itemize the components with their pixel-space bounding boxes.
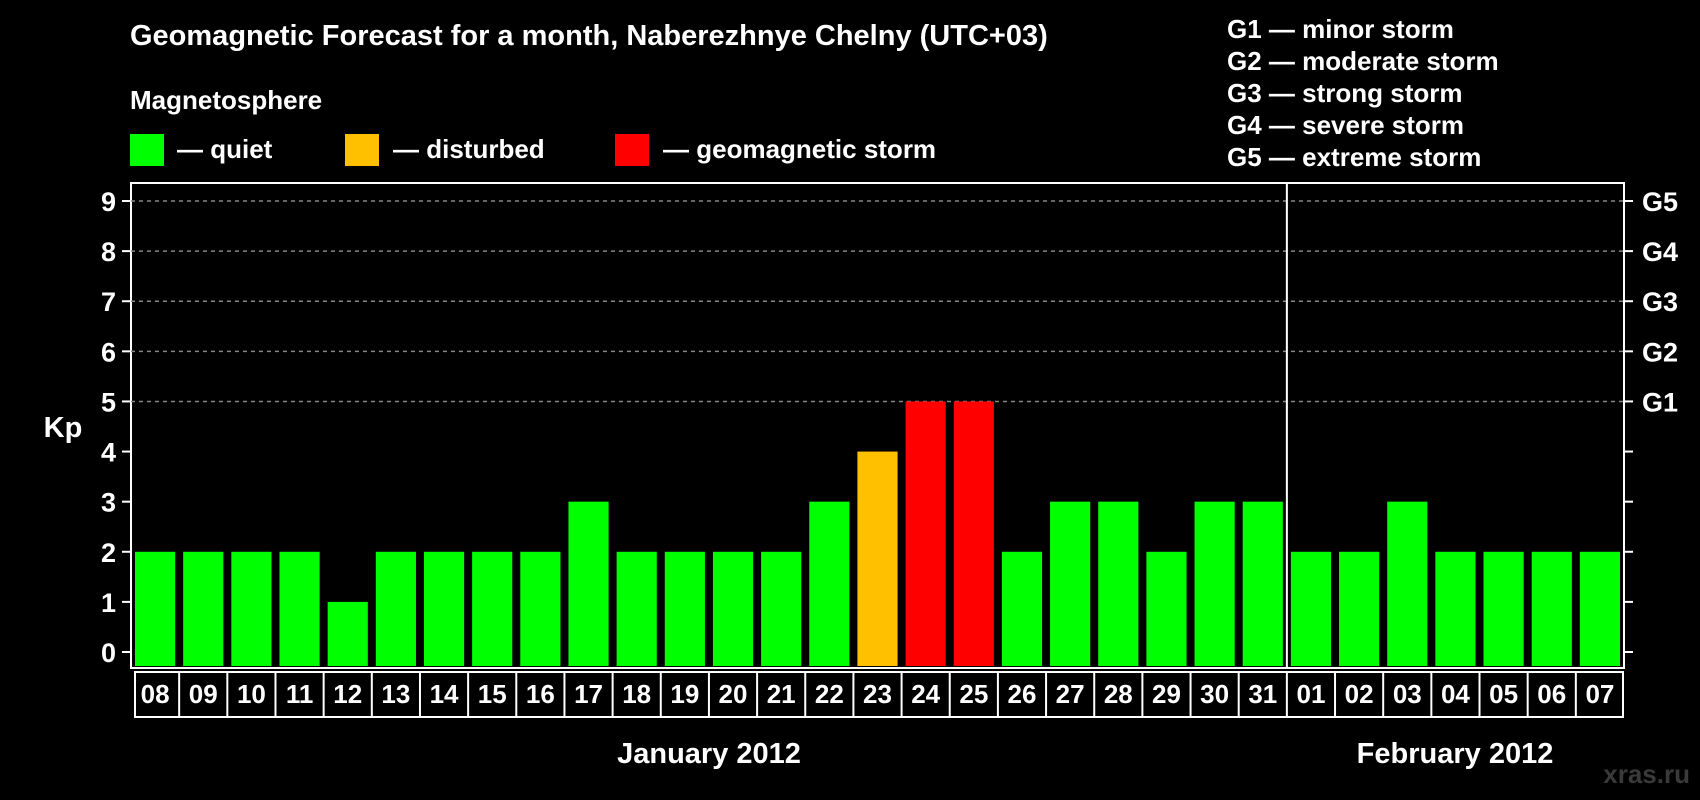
x-tick-label: 16: [526, 679, 555, 709]
y-tick-label: 2: [101, 538, 116, 568]
x-tick-label: 22: [815, 679, 844, 709]
bar: [1387, 501, 1428, 666]
legend-heading: Magnetosphere: [130, 85, 323, 115]
chart-title: Geomagnetic Forecast for a month, Nabere…: [130, 20, 1048, 52]
legend-label-storm: — geomagnetic storm: [663, 134, 937, 164]
bar: [231, 551, 272, 666]
bar: [616, 551, 657, 666]
x-tick-label: 23: [863, 679, 892, 709]
x-tick-label: 04: [1441, 679, 1470, 709]
x-tick-label: 13: [381, 679, 410, 709]
x-tick-label: 02: [1345, 679, 1374, 709]
x-tick-label: 14: [430, 679, 459, 709]
bar: [857, 451, 898, 666]
legend-swatch-storm: [615, 134, 649, 166]
legend-swatch-quiet: [130, 134, 164, 166]
storm-scale-g2: G2 — moderate storm: [1227, 46, 1499, 76]
bar: [1098, 501, 1139, 666]
x-tick-label: 27: [1056, 679, 1085, 709]
bar: [1531, 551, 1572, 666]
bar: [568, 501, 609, 666]
y-tick-label: 0: [101, 638, 116, 668]
bar: [183, 551, 224, 666]
x-tick-label: 15: [478, 679, 507, 709]
y-tick-label: 3: [101, 488, 116, 518]
x-tick-label: 07: [1585, 679, 1614, 709]
x-tick-label: 08: [141, 679, 170, 709]
x-tick-label: 17: [574, 679, 603, 709]
x-tick-label: 28: [1104, 679, 1133, 709]
bar: [1290, 551, 1332, 666]
right-axis-label: G3: [1642, 287, 1678, 317]
bar: [1579, 551, 1620, 666]
bar: [1050, 501, 1091, 666]
bar: [1435, 551, 1476, 666]
bar: [761, 551, 802, 666]
y-tick-label: 5: [101, 387, 116, 417]
x-tick-label: 19: [670, 679, 699, 709]
x-tick-label: 09: [189, 679, 218, 709]
bar: [1242, 501, 1283, 666]
bar: [1001, 551, 1043, 666]
x-tick-label: 05: [1489, 679, 1518, 709]
storm-scale-g3: G3 — strong storm: [1227, 78, 1463, 108]
legend-swatch-disturbed: [345, 134, 379, 166]
bar: [1146, 551, 1187, 666]
bar: [472, 551, 513, 666]
bar: [375, 551, 416, 666]
bar: [712, 551, 754, 666]
y-tick-label: 1: [101, 588, 116, 618]
storm-scale-g5: G5 — extreme storm: [1227, 142, 1482, 172]
x-tick-label: 26: [1008, 679, 1037, 709]
x-tick-label: 10: [237, 679, 266, 709]
bar: [1194, 501, 1235, 666]
right-axis-label: G4: [1642, 237, 1678, 267]
y-tick-label: 8: [101, 237, 116, 267]
legend-label-disturbed: — disturbed: [393, 134, 545, 164]
x-tick-label: 25: [959, 679, 988, 709]
x-tick-label: 18: [622, 679, 651, 709]
x-tick-label: 01: [1296, 679, 1325, 709]
x-tick-label: 11: [286, 679, 314, 709]
bar: [664, 551, 705, 666]
bar: [1339, 551, 1380, 666]
right-axis-label: G2: [1642, 337, 1678, 367]
y-tick-label: 9: [101, 187, 116, 217]
x-tick-label: 06: [1537, 679, 1566, 709]
bar: [279, 551, 320, 666]
bar: [520, 551, 561, 666]
right-axis-label: G1: [1642, 387, 1678, 417]
y-tick-label: 6: [101, 337, 116, 367]
watermark: xras.ru: [1603, 759, 1690, 789]
y-axis-label: Kp: [44, 412, 83, 444]
y-tick-label: 4: [101, 438, 116, 468]
x-tick-label: 03: [1393, 679, 1422, 709]
x-tick-label: 21: [767, 679, 796, 709]
bar: [905, 401, 946, 666]
bar: [423, 551, 465, 666]
x-tick-label: 29: [1152, 679, 1181, 709]
bar: [809, 501, 850, 666]
bar: [327, 601, 368, 666]
x-tick-label: 31: [1248, 679, 1277, 709]
storm-scale-g1: G1 — minor storm: [1227, 14, 1454, 44]
plot-frame: [130, 182, 1625, 669]
bar: [135, 551, 176, 666]
x-label-frame: [134, 671, 1624, 718]
bar: [953, 401, 994, 666]
legend-label-quiet: — quiet: [177, 134, 273, 164]
right-axis-label: G5: [1642, 187, 1678, 217]
x-tick-label: 30: [1200, 679, 1229, 709]
x-tick-label: 24: [911, 679, 940, 709]
month-label-february: February 2012: [1357, 738, 1554, 770]
month-label-january: January 2012: [617, 738, 801, 770]
storm-scale-g4: G4 — severe storm: [1227, 110, 1465, 140]
x-tick-label: 20: [719, 679, 748, 709]
x-tick-label: 12: [333, 679, 362, 709]
bar: [1483, 551, 1524, 666]
y-tick-label: 7: [101, 287, 116, 317]
